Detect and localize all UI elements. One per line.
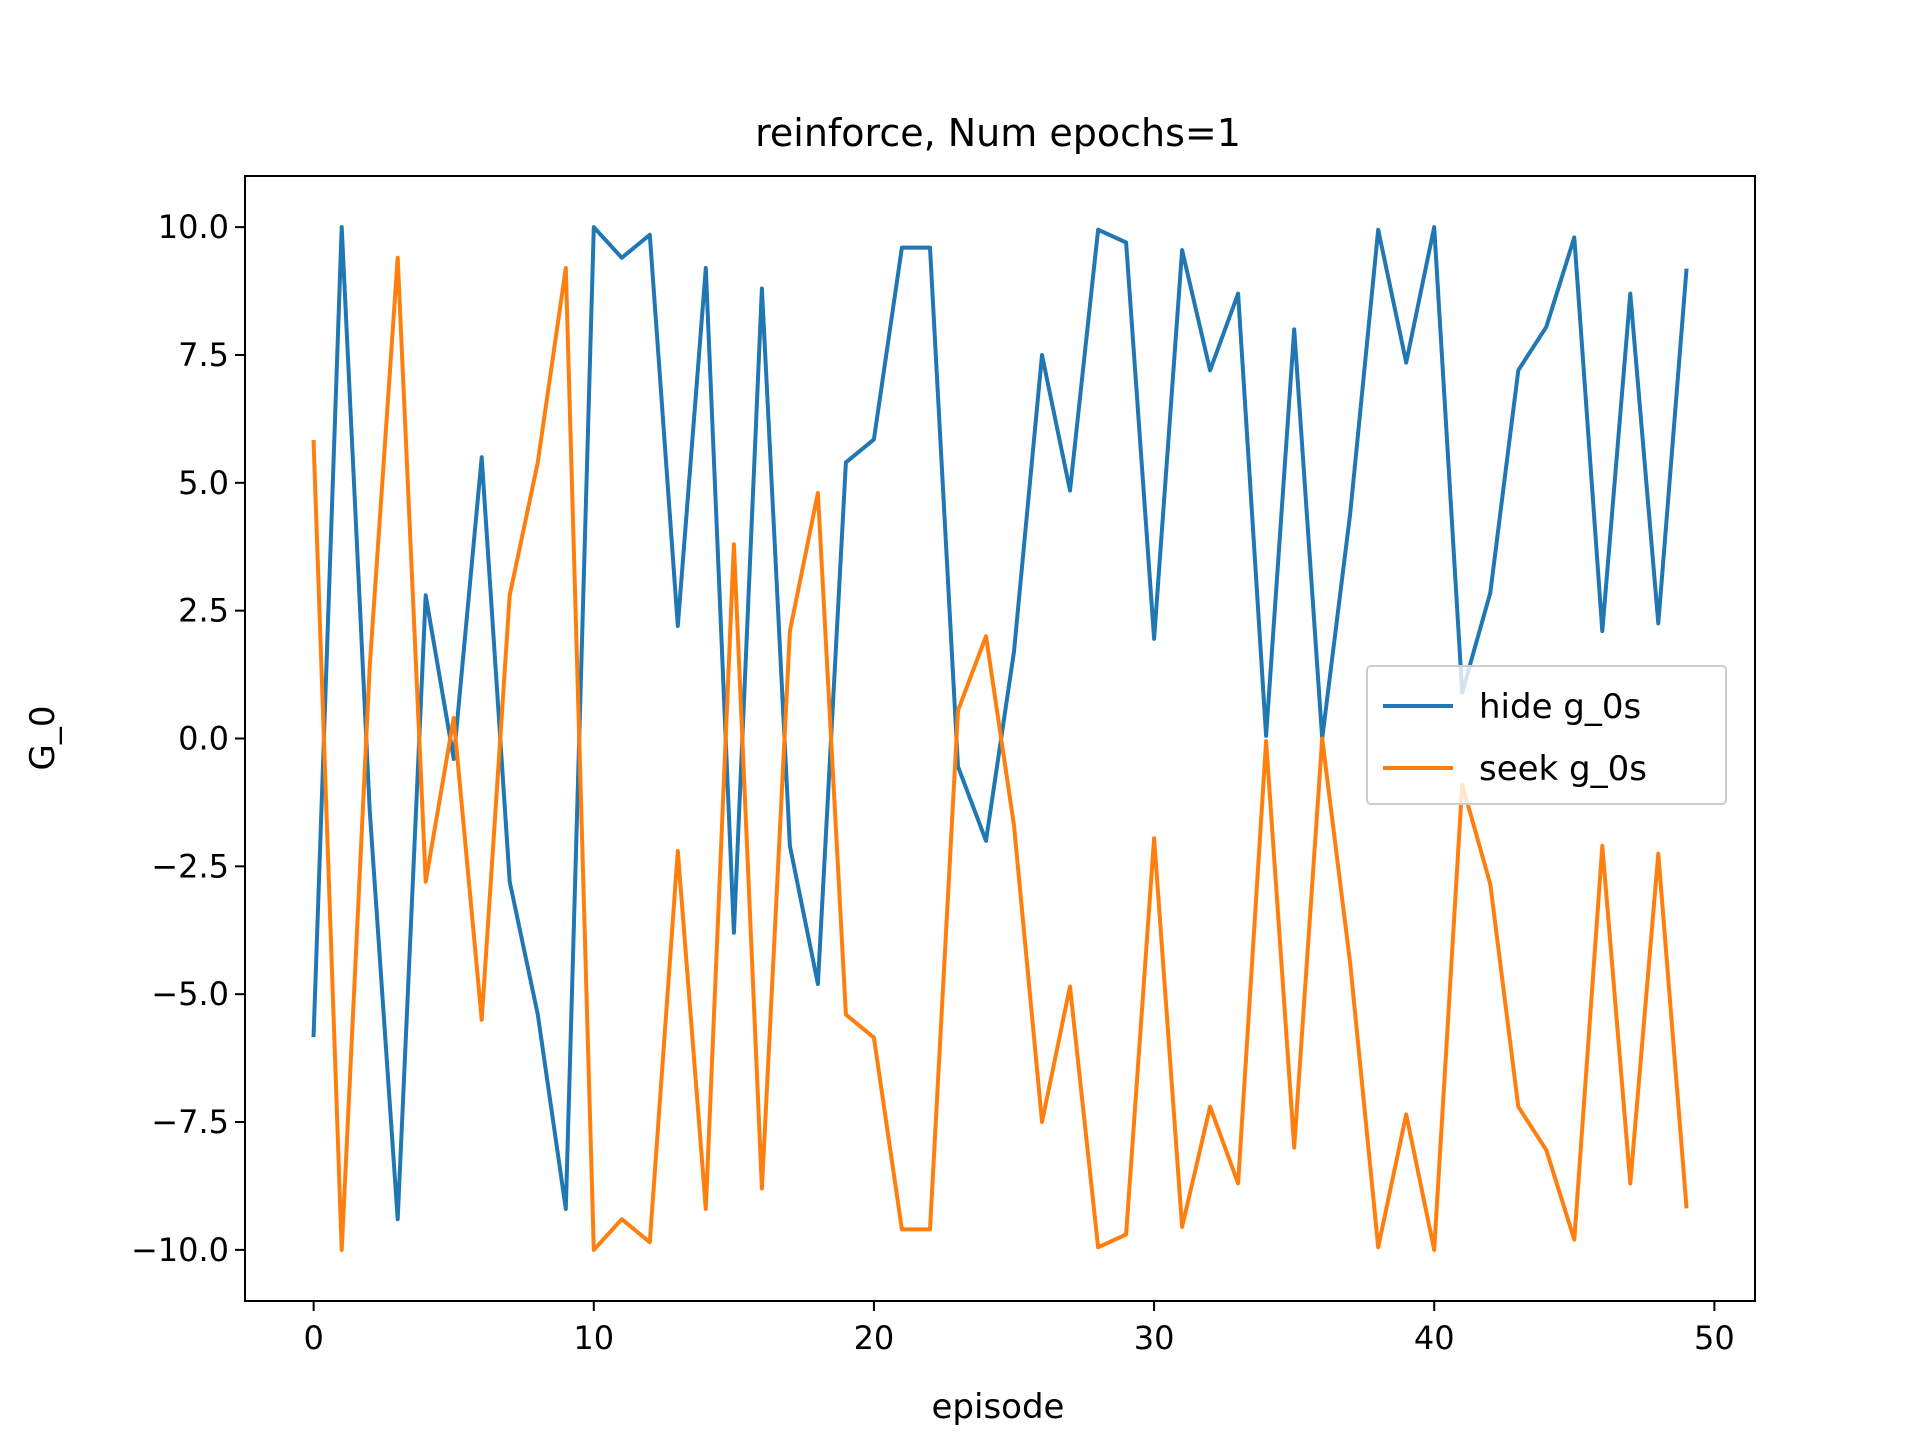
x-tick-label: 30 [1134,1319,1175,1357]
x-tick-label: 20 [854,1319,895,1357]
chart-title: reinforce, Num epochs=1 [755,111,1241,155]
x-tick-label: 40 [1414,1319,1455,1357]
legend-label: hide g_0s [1479,687,1641,727]
y-axis-label: G_0 [23,706,63,771]
y-tick-label: 2.5 [178,592,229,630]
y-axis: 10.0 7.5 5.0 2.5 0.0 −2.5 −5.0 −7.5 −10.0 [131,208,245,1269]
x-tick-label: 0 [303,1319,323,1357]
y-tick-label: 7.5 [178,336,229,374]
series-line-hide [311,225,1689,1222]
legend-box [1366,665,1727,805]
legend-label: seek g_0s [1479,749,1647,789]
y-tick-label: 0.0 [178,720,229,758]
x-axis-label: episode [932,1387,1065,1427]
y-tick-label: −5.0 [151,975,229,1013]
y-tick-label: 10.0 [158,208,229,246]
x-tick-label: 50 [1694,1319,1735,1357]
y-tick-label: 5.0 [178,464,229,502]
y-tick-label: −2.5 [151,847,229,885]
series-line-seek [311,255,1689,1252]
series-layer [311,225,1689,1252]
y-tick-label: −10.0 [131,1231,229,1269]
x-axis: 0 10 20 30 40 50 [303,1301,1735,1357]
y-tick-label: −7.5 [151,1103,229,1141]
x-tick-label: 10 [573,1319,614,1357]
